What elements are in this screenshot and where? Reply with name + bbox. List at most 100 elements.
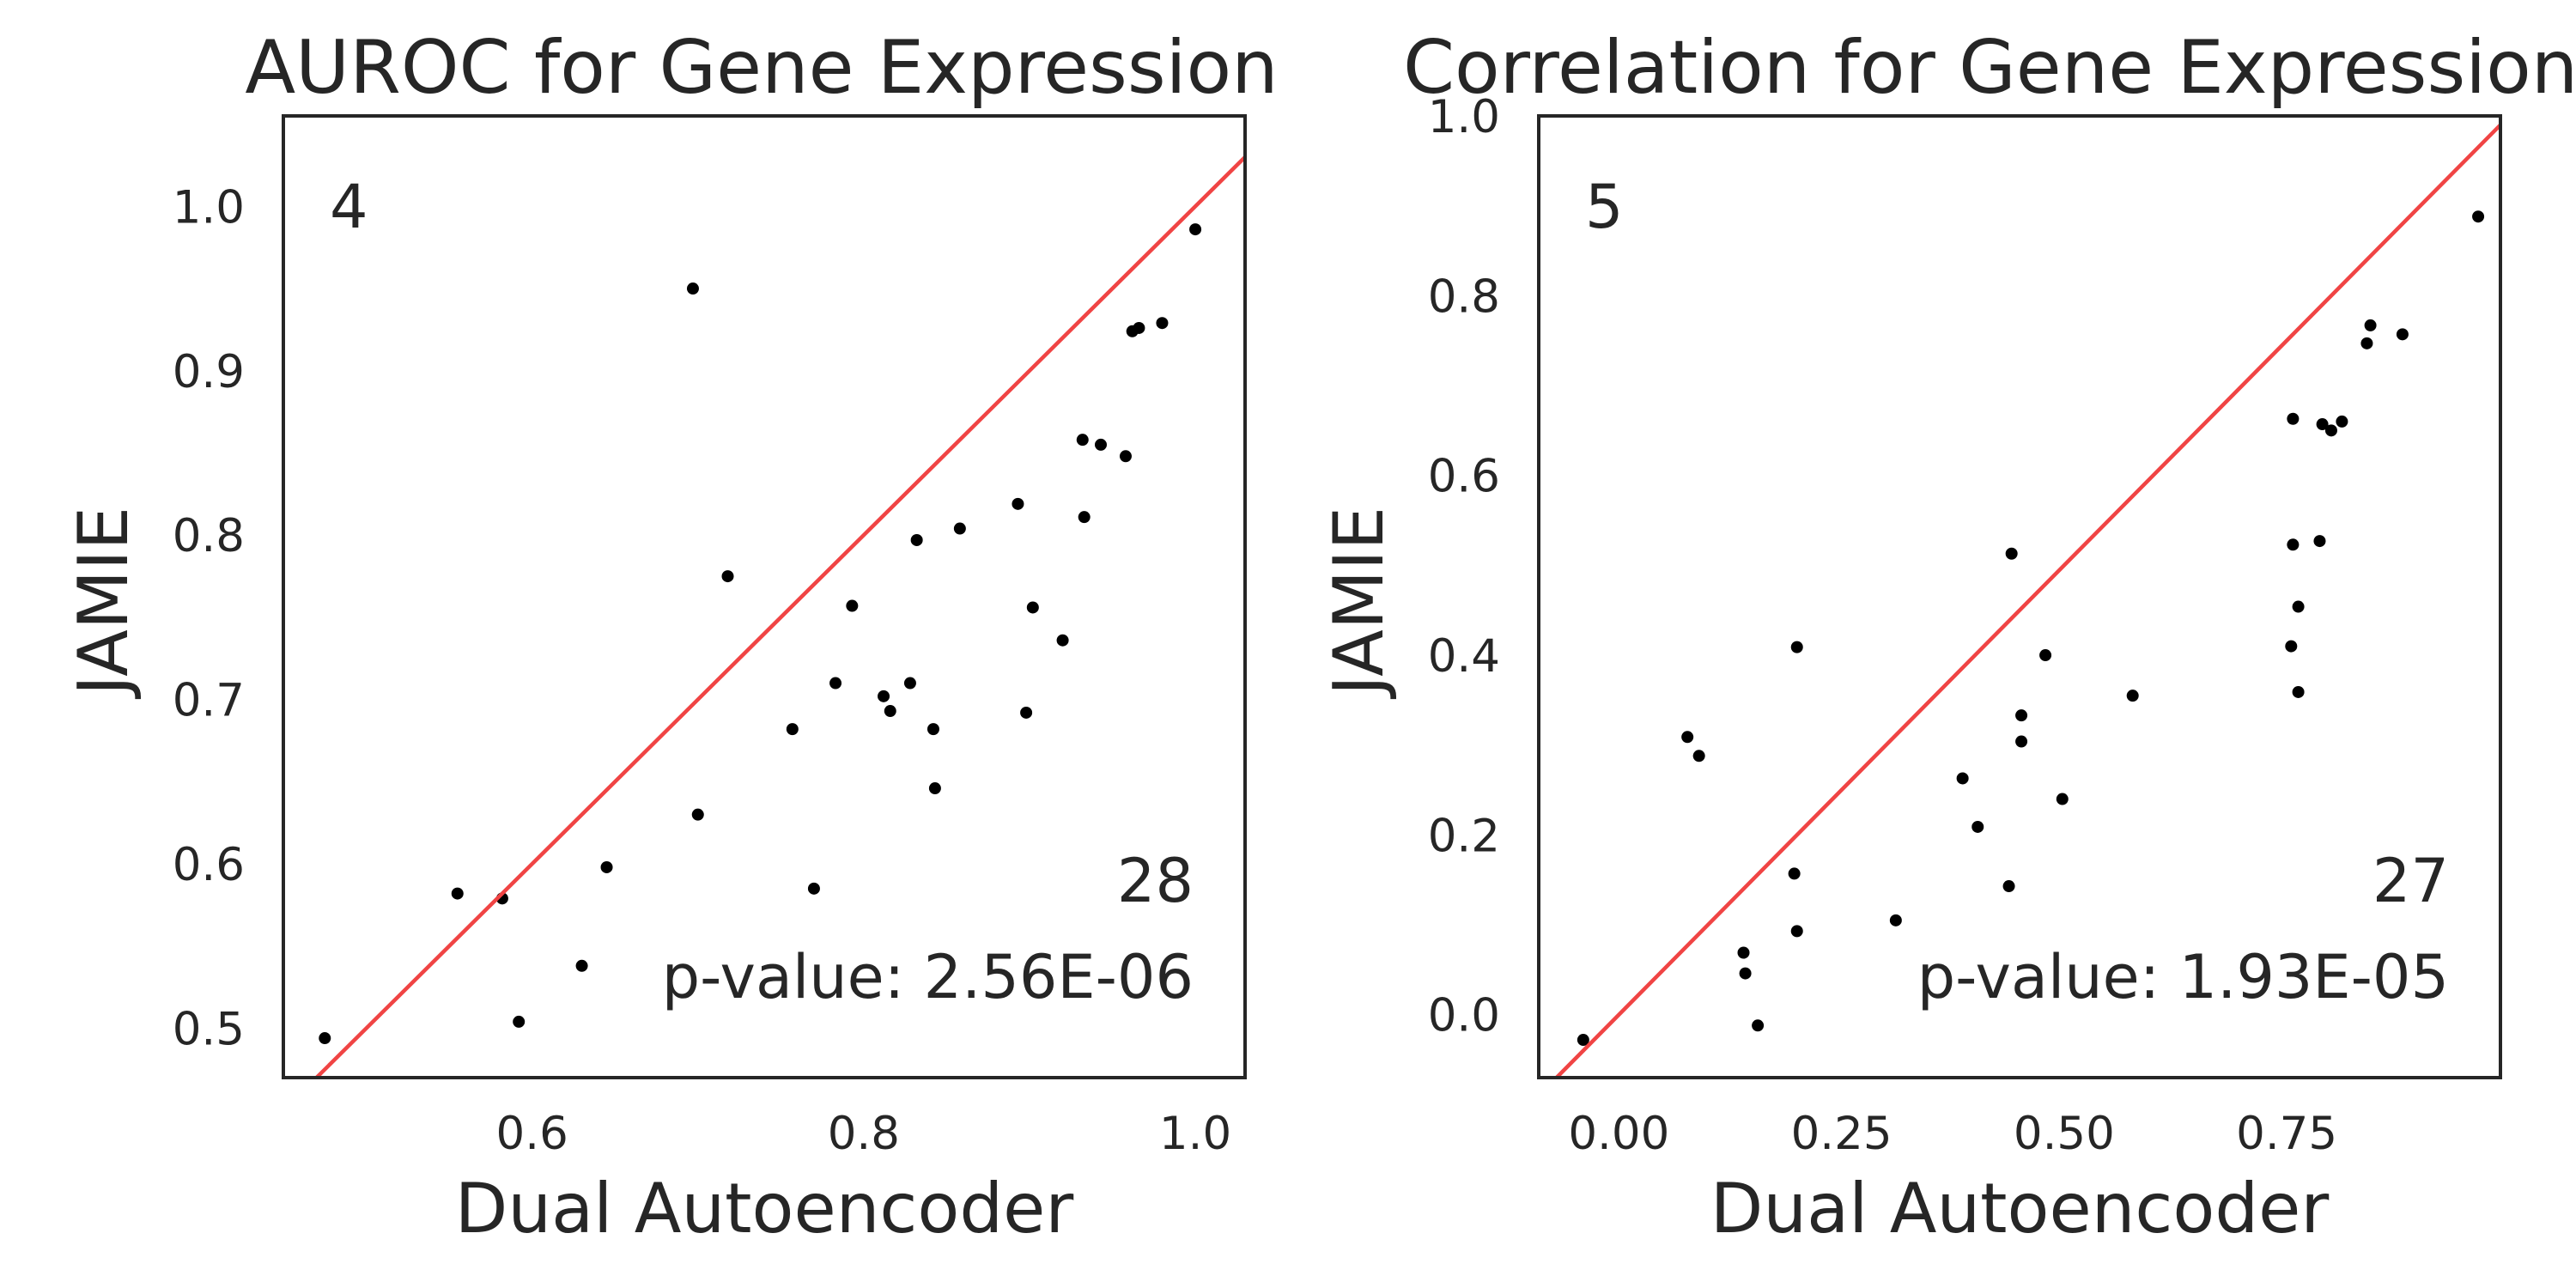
y-tick-label: 0.9 [173,346,245,398]
plot-frame [1537,114,2502,1079]
data-point [721,570,734,583]
data-point [2324,424,2337,437]
data-point [1737,946,1750,959]
data-point [927,723,939,736]
data-point [1156,317,1169,330]
data-point [786,723,799,736]
x-tick-labels: 0.00 0.25 0.50 0.75 [1568,1108,2337,1160]
data-point [878,690,890,702]
data-point [2005,547,2018,560]
data-point [2472,210,2485,223]
y-tick-label: 0.8 [173,510,245,562]
data-point [903,677,916,690]
data-point [1752,1019,1765,1032]
y-axis-label: JAMIE [1319,507,1399,700]
x-axis-label: Dual Autoencoder [1710,1169,2330,1249]
x-tick-label: 0.6 [496,1108,568,1160]
data-point [2360,337,2373,349]
data-point [1692,750,1705,762]
points-group [1577,210,2485,1047]
p-value-label: p-value: 1.93E-05 [1917,942,2449,1012]
data-point [451,887,464,900]
data-point [2287,412,2300,425]
data-point [1788,867,1801,880]
data-point [1971,820,1984,833]
auroc-panel: AUROC for Gene Expression 0.50.60.70.80.… [64,25,1279,1249]
x-tick-label: 0.25 [1791,1108,1893,1160]
data-point [686,283,699,295]
data-point [513,1015,526,1028]
count-above-label: 5 [1585,172,1624,242]
data-point [1078,511,1091,524]
data-point [2015,735,2028,748]
p-value-label: p-value: 2.56E-06 [662,942,1194,1012]
data-point [319,1032,331,1045]
y-tick-label: 0.6 [173,839,245,891]
data-point [1056,634,1069,647]
data-point [2313,535,2326,548]
data-point [1577,1034,1589,1047]
identity-line [1555,123,2502,1079]
correlation-panel: Correlation for Gene Expression 0.00.20.… [1319,25,2576,1249]
data-point [2292,685,2305,698]
data-point [1012,497,1024,510]
data-point [1956,772,1969,785]
data-point [846,599,859,612]
y-tick-label: 0.4 [1428,630,1500,683]
data-point [2285,640,2298,653]
data-point [1076,434,1089,447]
data-point [1739,967,1752,980]
data-point [2336,415,2348,428]
data-point [884,705,896,718]
count-below-label: 28 [1117,846,1194,916]
x-tick-label: 1.0 [1159,1108,1231,1160]
x-tick-label: 0.00 [1568,1108,1669,1160]
data-point [1790,641,1803,653]
data-point [575,959,588,972]
count-above-label: 4 [330,172,368,242]
data-point [2292,600,2305,613]
identity-line [315,155,1247,1079]
y-tick-label: 0.0 [1428,990,1500,1042]
y-tick-labels: 0.5 0.6 0.7 0.8 0.9 1.0 [173,181,245,1055]
data-point [1889,914,1902,927]
data-point [1026,601,1039,614]
x-tick-label: 0.75 [2236,1108,2337,1160]
data-point [2039,649,2052,662]
data-point [928,782,941,795]
y-tick-label: 0.5 [173,1004,245,1056]
data-point [2287,538,2300,551]
data-point [1095,438,1107,451]
data-point [910,533,923,546]
x-axis-label: Dual Autoencoder [455,1169,1074,1249]
y-tick-label: 0.8 [1428,270,1500,323]
x-tick-label: 0.8 [828,1108,900,1160]
data-point [2126,690,2139,702]
data-point [1790,925,1803,938]
chart-title: AUROC for Gene Expression [245,25,1278,111]
x-tick-label: 0.50 [2014,1108,2115,1160]
y-tick-label: 1.0 [173,181,245,234]
chart-title: Correlation for Gene Expression [1403,25,2576,111]
count-below-label: 27 [2372,846,2449,916]
data-point [1020,706,1033,719]
y-tick-labels: 0.0 0.2 0.4 0.6 0.8 1.0 [1428,91,1500,1042]
y-tick-label: 0.6 [1428,451,1500,503]
data-point [1681,731,1694,744]
y-tick-label: 0.7 [173,675,245,727]
data-point [807,882,820,895]
data-point [2316,418,2329,431]
data-point [953,522,966,535]
data-point [2056,793,2069,805]
y-tick-label: 1.0 [1428,91,1500,143]
y-axis-label: JAMIE [64,507,143,700]
plot-frame [282,114,1247,1079]
x-tick-labels: 0.6 0.8 1.0 [496,1108,1232,1160]
data-point [1189,223,1202,236]
data-point [829,677,842,690]
data-point [2002,880,2015,893]
points-group [319,223,1202,1045]
data-point [2396,328,2409,341]
data-point [1119,450,1132,463]
